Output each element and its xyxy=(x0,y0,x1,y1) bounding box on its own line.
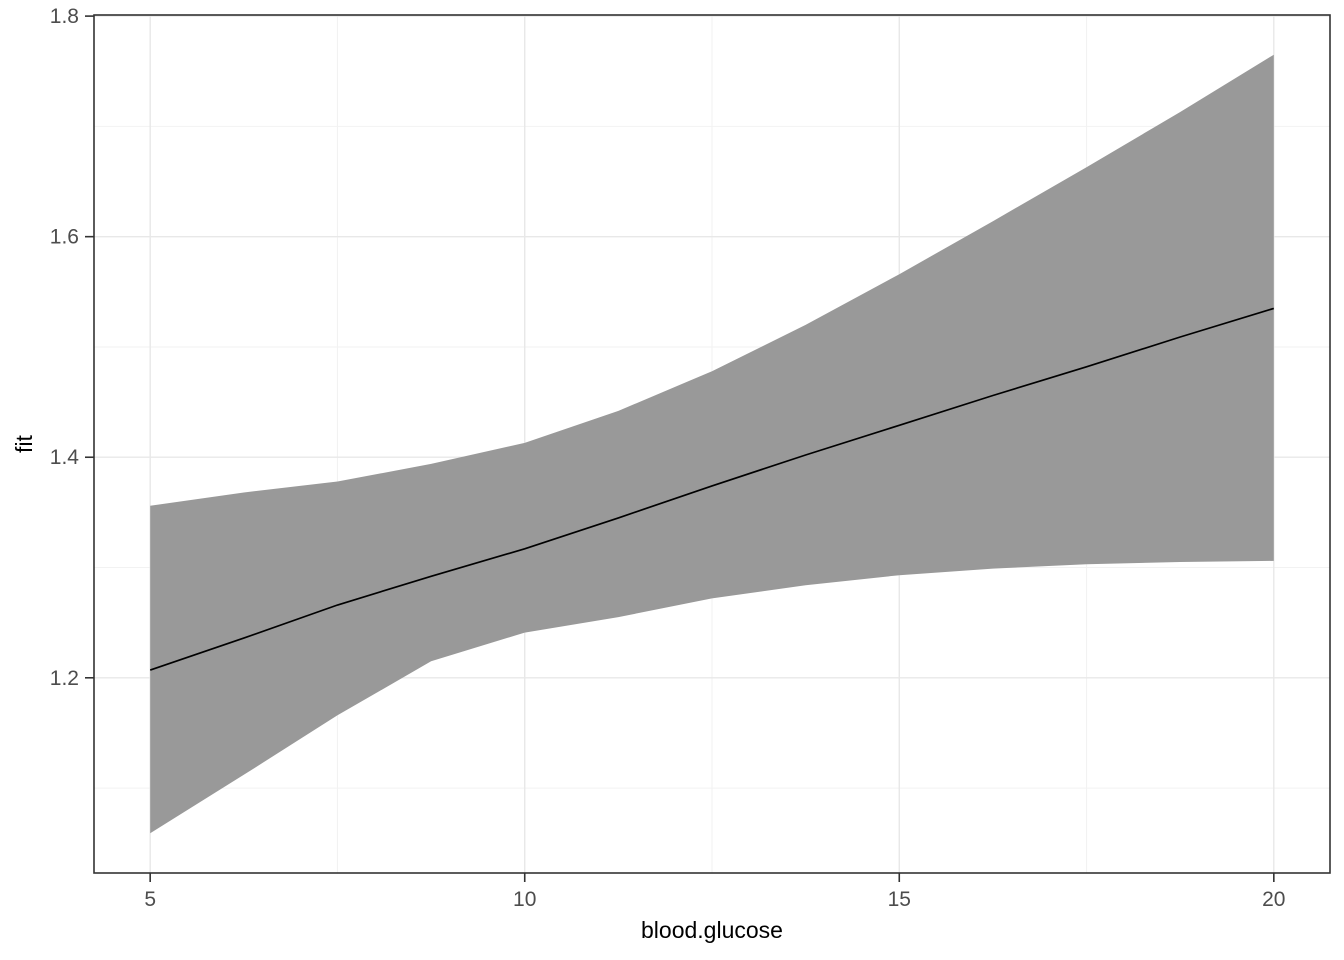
y-tick-label: 1.8 xyxy=(50,5,79,28)
x-axis-title: blood.glucose xyxy=(641,917,783,943)
x-tick-label: 15 xyxy=(888,888,911,911)
y-tick-label: 1.4 xyxy=(50,446,80,469)
y-tick-label: 1.6 xyxy=(50,226,79,249)
panel-border xyxy=(93,14,1331,874)
y-tick-label: 1.2 xyxy=(50,667,79,690)
y-axis-title: fit xyxy=(11,434,37,453)
x-tick-label: 5 xyxy=(144,888,156,911)
confidence-ribbon xyxy=(150,54,1274,834)
x-tick-label: 10 xyxy=(513,888,536,911)
x-tick-label: 20 xyxy=(1262,888,1285,911)
fit-line xyxy=(149,307,1275,671)
